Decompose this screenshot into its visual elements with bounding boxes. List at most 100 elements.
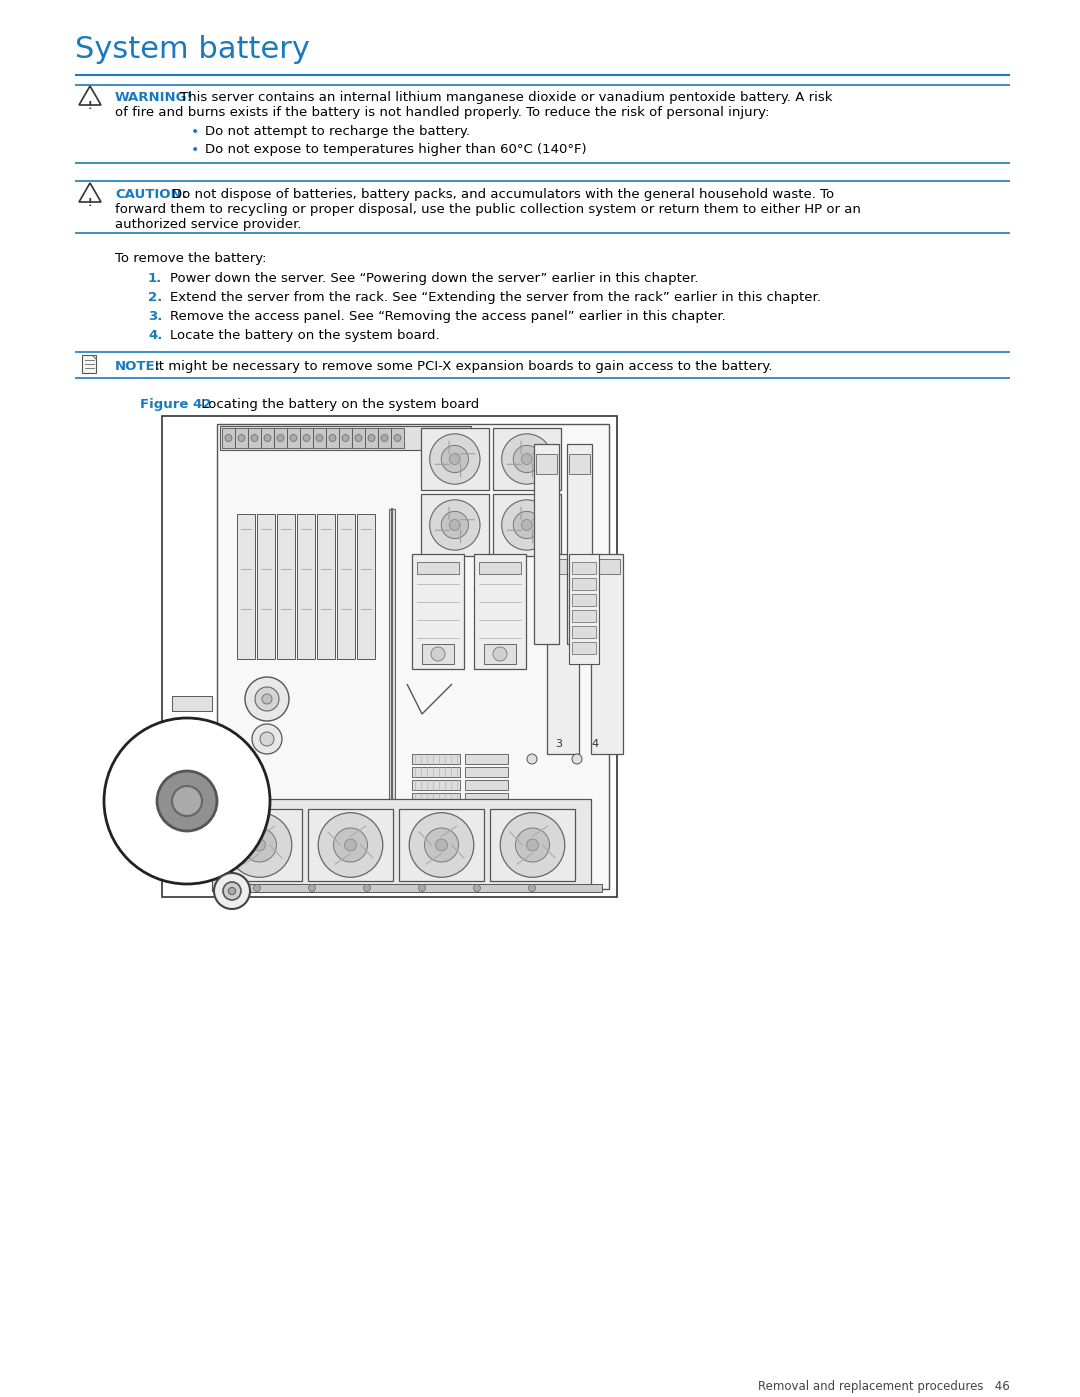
Bar	[313, 427, 326, 448]
Bar	[492, 427, 561, 490]
Bar	[248, 427, 261, 448]
Bar	[534, 444, 559, 644]
Text: It might be necessary to remove some PCI-X expansion boards to gain access to th: It might be necessary to remove some PCI…	[156, 360, 772, 373]
Circle shape	[513, 446, 540, 472]
Circle shape	[214, 873, 249, 909]
Text: CAUTION:: CAUTION:	[114, 189, 187, 201]
Bar	[411, 845, 460, 855]
Bar	[308, 809, 393, 882]
Bar	[572, 562, 596, 574]
Bar	[241, 814, 261, 835]
Bar	[217, 809, 302, 882]
Bar	[572, 610, 596, 622]
Text: Figure 42: Figure 42	[140, 398, 212, 411]
Circle shape	[435, 840, 447, 851]
Circle shape	[449, 454, 460, 464]
Circle shape	[319, 813, 382, 877]
Circle shape	[104, 718, 270, 884]
Circle shape	[409, 813, 474, 877]
Circle shape	[528, 884, 536, 891]
Circle shape	[473, 884, 481, 891]
Circle shape	[276, 434, 284, 441]
Circle shape	[251, 434, 258, 441]
Text: WARNING!: WARNING!	[114, 91, 193, 103]
Bar	[212, 799, 591, 891]
Text: Do not dispose of batteries, battery packs, and accumulators with the general ho: Do not dispose of batteries, battery pac…	[172, 189, 834, 201]
Circle shape	[225, 434, 232, 441]
Bar	[465, 819, 508, 828]
Circle shape	[430, 500, 480, 550]
Bar	[421, 427, 489, 490]
Text: This server contains an internal lithium manganese dioxide or vanadium pentoxide: This server contains an internal lithium…	[180, 91, 833, 103]
Circle shape	[355, 434, 362, 441]
Circle shape	[329, 434, 336, 441]
Bar	[465, 858, 508, 868]
Circle shape	[291, 434, 297, 441]
Bar	[411, 793, 460, 803]
Text: 1.: 1.	[148, 272, 162, 285]
Circle shape	[342, 434, 349, 441]
Circle shape	[345, 840, 356, 851]
Circle shape	[442, 511, 469, 539]
Text: •: •	[191, 124, 199, 138]
Circle shape	[260, 732, 274, 746]
Bar	[237, 514, 255, 659]
Circle shape	[449, 520, 460, 531]
Circle shape	[303, 434, 310, 441]
Bar	[411, 806, 460, 816]
Circle shape	[513, 511, 540, 539]
Bar	[222, 427, 235, 448]
Circle shape	[527, 754, 537, 764]
Text: 4.: 4.	[148, 330, 162, 342]
Bar	[172, 726, 212, 740]
Text: of fire and burns exists if the battery is not handled properly. To reduce the r: of fire and burns exists if the battery …	[114, 106, 769, 119]
Bar	[261, 427, 274, 448]
Text: authorized service provider.: authorized service provider.	[114, 218, 301, 231]
Bar	[492, 495, 561, 556]
Bar	[411, 819, 460, 828]
Bar	[465, 845, 508, 855]
Bar	[465, 754, 508, 764]
Bar	[474, 555, 526, 669]
Circle shape	[309, 884, 315, 891]
Text: 4: 4	[591, 739, 598, 749]
Circle shape	[522, 520, 532, 531]
Bar	[257, 514, 275, 659]
Circle shape	[364, 884, 370, 891]
Circle shape	[228, 887, 235, 894]
Bar	[399, 809, 484, 882]
Bar	[546, 555, 579, 754]
Bar	[222, 884, 602, 893]
Bar	[411, 555, 464, 669]
Bar	[591, 555, 623, 754]
Bar	[572, 626, 596, 638]
Text: To remove the battery:: To remove the battery:	[114, 251, 267, 265]
Text: Do not expose to temperatures higher than 60°C (140°F): Do not expose to temperatures higher tha…	[205, 142, 586, 156]
Text: 3: 3	[555, 739, 562, 749]
Bar	[484, 644, 516, 664]
Circle shape	[157, 771, 217, 831]
Circle shape	[522, 454, 532, 464]
Circle shape	[502, 434, 552, 485]
Bar	[300, 427, 313, 448]
Circle shape	[527, 840, 539, 851]
Bar	[465, 806, 508, 816]
Polygon shape	[92, 355, 96, 359]
Bar	[326, 427, 339, 448]
Bar	[235, 427, 248, 448]
Circle shape	[172, 787, 202, 816]
Circle shape	[500, 813, 565, 877]
Circle shape	[572, 754, 582, 764]
Bar	[550, 559, 576, 574]
Circle shape	[252, 724, 282, 754]
Circle shape	[254, 840, 266, 851]
Bar	[274, 427, 287, 448]
Bar	[567, 444, 592, 644]
Circle shape	[334, 828, 367, 862]
Circle shape	[419, 884, 426, 891]
Text: Remove the access panel. See “Removing the access panel” earlier in this chapter: Remove the access panel. See “Removing t…	[170, 310, 726, 323]
Text: 2.: 2.	[148, 291, 162, 305]
Circle shape	[255, 687, 279, 711]
Circle shape	[430, 434, 480, 485]
Text: 3.: 3.	[148, 310, 162, 323]
